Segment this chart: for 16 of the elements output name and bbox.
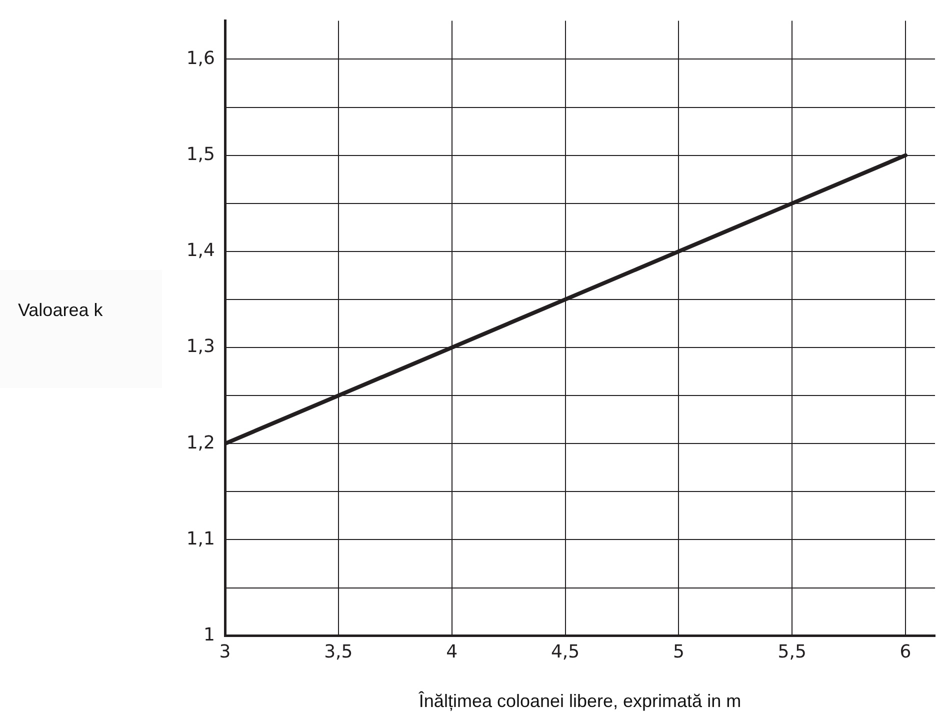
x-tick-label: 4 bbox=[446, 641, 458, 662]
x-tick-label: 5 bbox=[672, 641, 684, 662]
y-tick-label: 1,4 bbox=[186, 240, 215, 262]
y-tick-label: 1,2 bbox=[186, 432, 215, 454]
y-tick-label: 1,6 bbox=[186, 48, 215, 69]
y-tick-label: 1,1 bbox=[186, 528, 215, 550]
x-tick-label: 4,5 bbox=[550, 641, 580, 662]
x-tick-label: 3 bbox=[219, 641, 231, 662]
y-axis-title: Valoarea k bbox=[0, 270, 162, 388]
x-axis-title: Înălțimea coloanei libere, exprimată in m bbox=[418, 691, 742, 712]
x-tick-label: 3,5 bbox=[324, 641, 353, 662]
x-tick-label: 5,5 bbox=[778, 641, 806, 662]
y-tick-label: 1,3 bbox=[186, 336, 215, 358]
x-tick-label: 6 bbox=[900, 641, 912, 662]
y-tick-label: 1,5 bbox=[186, 144, 215, 166]
y-tick-label: 1 bbox=[204, 624, 215, 646]
